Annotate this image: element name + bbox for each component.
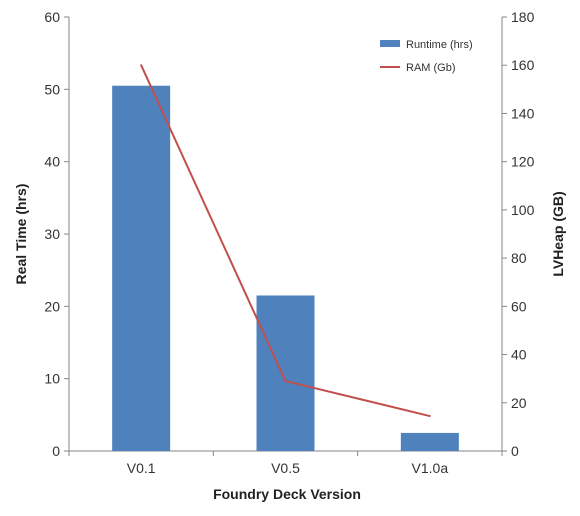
right-tick-label: 160 [511, 57, 535, 73]
right-axis-title: LVHeap (GB) [550, 191, 566, 276]
right-tick-label: 40 [511, 347, 527, 363]
bar-V0.5 [256, 295, 315, 451]
left-tick-label: 30 [44, 226, 60, 242]
right-tick-label: 100 [511, 202, 535, 218]
ram-point-V0.5 [284, 380, 287, 383]
legend-line-label: RAM (Gb) [406, 62, 456, 74]
x-axis-title: Foundry Deck Version [213, 486, 361, 502]
right-tick-label: 80 [511, 250, 527, 266]
left-tick-label: 0 [52, 443, 60, 459]
left-axis-ticks: 0 10 20 30 40 50 60 [44, 9, 69, 459]
legend-bar-swatch [380, 40, 400, 47]
ram-point-V0.1 [140, 64, 143, 67]
left-tick-label: 50 [44, 81, 60, 97]
right-tick-label: 60 [511, 298, 527, 314]
right-tick-label: 0 [511, 443, 519, 459]
left-axis-title: Real Time (hrs) [13, 184, 29, 285]
right-tick-label: 140 [511, 105, 535, 121]
right-tick-label: 120 [511, 154, 535, 170]
x-tick-label: V0.5 [271, 460, 300, 476]
right-tick-label: 20 [511, 395, 527, 411]
ram-point-V1.0a [428, 415, 431, 418]
line-series [140, 64, 431, 418]
right-axis-ticks: 0 20 40 60 80 100 120 140 160 180 [502, 9, 535, 459]
x-tick-label: V1.0a [412, 460, 449, 476]
bar-V0.1 [112, 85, 171, 451]
left-tick-label: 10 [44, 371, 60, 387]
left-tick-label: 20 [44, 298, 60, 314]
bar-series [112, 85, 459, 451]
left-tick-label: 40 [44, 154, 60, 170]
right-tick-label: 180 [511, 9, 535, 25]
left-tick-label: 60 [44, 9, 60, 25]
x-axis-ticks: V0.1 V0.5 V1.0a [68, 451, 503, 476]
legend: Runtime (hrs) RAM (Gb) [380, 39, 473, 74]
bar-V1.0a [400, 432, 459, 451]
x-tick-label: V0.1 [127, 460, 156, 476]
legend-bar-label: Runtime (hrs) [406, 39, 473, 51]
